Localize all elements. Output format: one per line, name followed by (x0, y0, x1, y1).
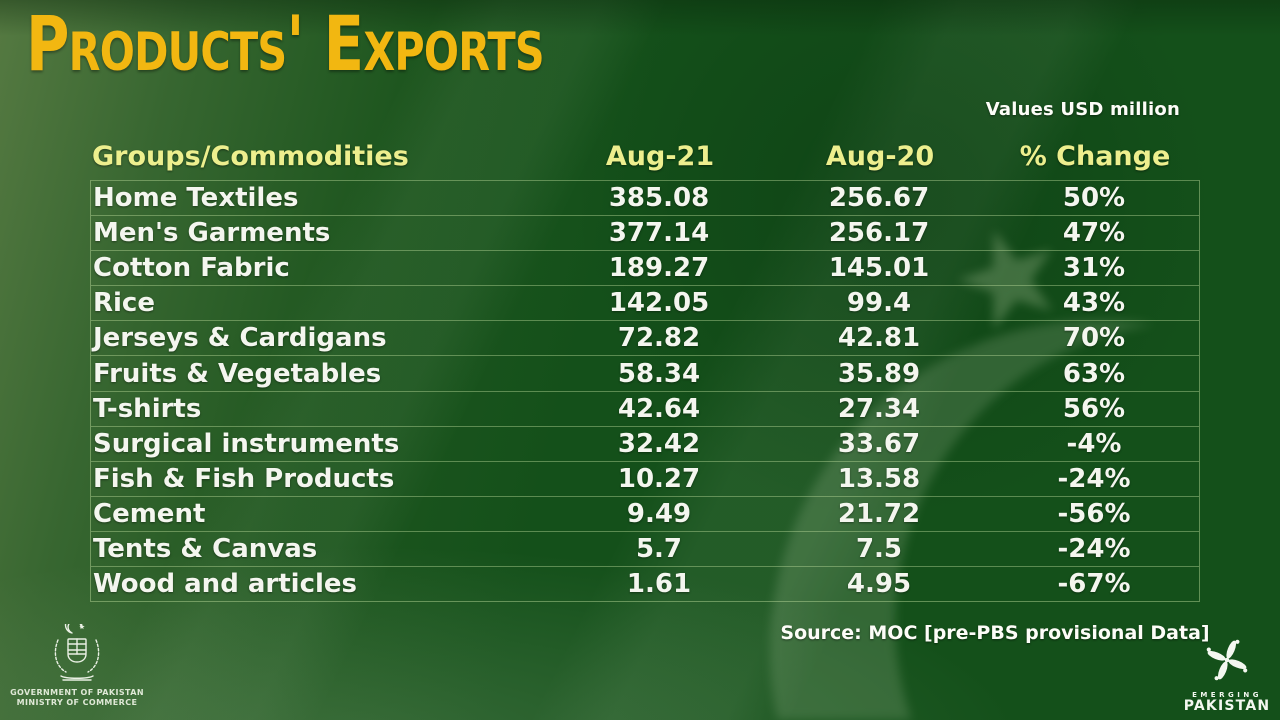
commodity-cell: Surgical instruments (93, 428, 400, 459)
pakistan-label: PAKISTAN (1183, 698, 1271, 714)
change-cell: -24% (1057, 463, 1131, 494)
pakistan-state-emblem-icon (54, 616, 100, 681)
change-cell: 47% (1062, 218, 1126, 249)
aug20-cell: 4.95 (846, 569, 912, 600)
change-cell: -24% (1057, 533, 1131, 564)
commodity-cell: Fish & Fish Products (93, 463, 395, 494)
commodity-cell: Rice (93, 288, 155, 319)
change-cell: 50% (1062, 183, 1126, 214)
header-aug-21: Aug-21 (605, 141, 715, 172)
header-percent-change: % Change (1019, 141, 1171, 172)
commodity-cell: Home Textiles (93, 183, 299, 214)
header-aug-20: Aug-20 (825, 141, 935, 172)
aug21-cell: 42.64 (617, 393, 701, 424)
commodity-cell: Jerseys & Cardigans (93, 323, 387, 354)
exports-table: Groups/Commodities Aug-21 Aug-20 % Chang… (90, 133, 1200, 603)
aug21-cell: 142.05 (608, 288, 710, 319)
aug21-cell: 385.08 (608, 183, 710, 214)
aug20-cell: 35.89 (837, 358, 921, 389)
aug21-cell: 58.34 (617, 358, 701, 389)
table-row: Tents & Canvas 5.7 7.5 -24% (91, 530, 1199, 566)
table-row: Wood and articles 1.61 4.95 -67% (91, 566, 1199, 601)
table-row: Rice 142.05 99.4 43% (91, 285, 1199, 320)
commodity-cell: Tents & Canvas (93, 533, 318, 564)
header-groups-commodities: Groups/Commodities (92, 141, 409, 172)
table-row: T-shirts 42.64 27.34 56% (91, 390, 1199, 426)
commodity-cell: Men's Garments (93, 218, 331, 249)
table-row: Surgical instruments 32.42 33.67 -4% (91, 425, 1199, 461)
change-cell: -4% (1066, 428, 1122, 459)
commodity-cell: Cement (93, 498, 206, 529)
table-header-row: Groups/Commodities Aug-21 Aug-20 % Chang… (90, 133, 1200, 180)
emerging-label: EMERGING (1192, 691, 1262, 699)
commodity-cell: T-shirts (93, 393, 202, 424)
aug20-cell: 145.01 (828, 253, 930, 284)
aug20-cell: 27.34 (837, 393, 921, 424)
table-row: Cement 9.49 21.72 -56% (91, 495, 1199, 531)
table-body: Home Textiles 385.08 256.67 50% Men's Ga… (90, 180, 1200, 603)
aug20-cell: 13.58 (837, 463, 921, 494)
change-cell: 31% (1062, 253, 1126, 284)
table-row: Men's Garments 377.14 256.17 47% (91, 215, 1199, 250)
aug20-cell: 33.67 (837, 428, 921, 459)
change-cell: 56% (1062, 393, 1126, 424)
table-row: Cotton Fabric 189.27 145.01 31% (91, 250, 1199, 285)
aug21-cell: 10.27 (617, 463, 701, 494)
commodity-cell: Wood and articles (93, 569, 357, 600)
aug20-cell: 21.72 (837, 498, 921, 529)
table-row: Fruits & Vegetables 58.34 35.89 63% (91, 355, 1199, 390)
aug20-cell: 7.5 (855, 533, 903, 564)
change-cell: -67% (1057, 569, 1131, 600)
table-row: Fish & Fish Products 10.27 13.58 -24% (91, 460, 1199, 496)
change-cell: 43% (1062, 288, 1126, 319)
aug21-cell: 72.82 (617, 323, 701, 354)
commodity-cell: Fruits & Vegetables (93, 358, 382, 389)
change-cell: -56% (1057, 498, 1131, 529)
table-row: Jerseys & Cardigans 72.82 42.81 70% (91, 320, 1199, 355)
gov-logo-line2: MINISTRY OF COMMERCE (16, 698, 138, 708)
emerging-pakistan-logo: EMERGING PAKISTAN (1176, 634, 1278, 714)
aug21-cell: 32.42 (617, 428, 701, 459)
aug21-cell: 9.49 (626, 498, 692, 529)
emerging-pakistan-swirl-icon (1206, 639, 1248, 681)
aug21-cell: 189.27 (608, 253, 710, 284)
aug20-cell: 256.17 (828, 218, 930, 249)
source-note: Source: MOC [pre-PBS provisional Data] (780, 622, 1210, 644)
aug21-cell: 1.61 (626, 569, 692, 600)
government-of-pakistan-logo: GOVERNMENT OF PAKISTAN MINISTRY OF COMME… (10, 616, 144, 709)
aug20-cell: 42.81 (837, 323, 921, 354)
values-unit-note: Values USD million (985, 99, 1180, 120)
commodity-cell: Cotton Fabric (93, 253, 290, 284)
gov-logo-line1: GOVERNMENT OF PAKISTAN (10, 688, 144, 697)
aug20-cell: 99.4 (846, 288, 912, 319)
change-cell: 70% (1062, 323, 1126, 354)
change-cell: 63% (1062, 358, 1126, 389)
aug21-cell: 5.7 (635, 533, 683, 564)
page-title: Products' Exports (26, 0, 545, 88)
aug21-cell: 377.14 (608, 218, 710, 249)
table-row: Home Textiles 385.08 256.67 50% (91, 180, 1199, 215)
aug20-cell: 256.67 (828, 183, 930, 214)
